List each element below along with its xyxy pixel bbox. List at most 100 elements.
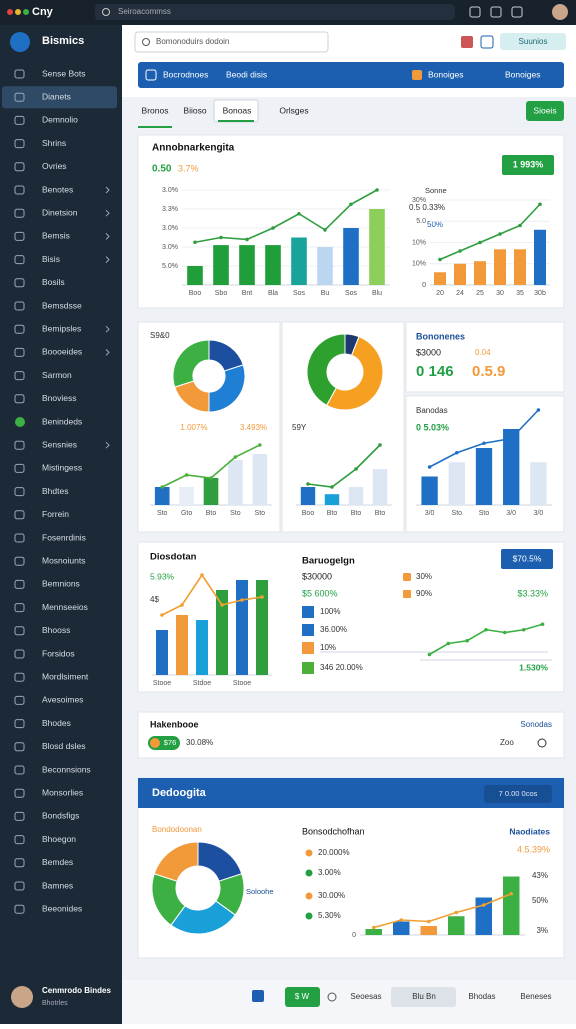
- sidebar-item[interactable]: Benotes: [42, 184, 73, 194]
- sidebar-item[interactable]: Ovries: [42, 161, 67, 171]
- sidebar-item[interactable]: Fosenrdinis: [42, 532, 86, 542]
- icon: [252, 990, 264, 1002]
- sidebar-icon: [14, 255, 25, 265]
- nav-action[interactable]: Bonoiges: [428, 69, 463, 79]
- bar: [343, 228, 359, 285]
- sidebar-item[interactable]: Bnoviess: [42, 393, 77, 403]
- sidebar-item[interactable]: Bhdtes: [42, 486, 68, 496]
- sidebar-item[interactable]: Beconnsions: [42, 764, 91, 774]
- window-dot: [15, 9, 21, 15]
- sidebar-item[interactable]: Bemsdsse: [42, 300, 82, 310]
- bar: [317, 247, 333, 285]
- sidebar-item[interactable]: Mennseeios: [42, 602, 88, 612]
- sidebar-item[interactable]: Avesoimes: [42, 695, 83, 705]
- sidebar-item[interactable]: Blosd dsles: [42, 741, 85, 751]
- button[interactable]: [526, 101, 564, 121]
- sidebar-icon: [14, 742, 25, 752]
- sidebar-item[interactable]: Boooeides: [42, 347, 82, 357]
- sidebar-icon: [14, 858, 25, 868]
- button-text: Sioeis: [533, 105, 556, 115]
- value: $5 600%: [302, 588, 338, 598]
- sidebar-item[interactable]: Bhoegon: [42, 834, 76, 844]
- sidebar-item[interactable]: Forrein: [42, 509, 69, 519]
- stat: 3.493%: [240, 423, 267, 432]
- legend-label: 30%: [416, 572, 432, 581]
- top-icon[interactable]: [490, 6, 502, 18]
- sidebar-item[interactable]: Bisis: [42, 254, 60, 264]
- link[interactable]: Sonodas: [520, 720, 552, 729]
- sidebar-item[interactable]: Bhooss: [42, 625, 70, 635]
- footer-item[interactable]: Bhodas: [468, 992, 495, 1001]
- sidebar-item[interactable]: Demnolio: [42, 115, 78, 125]
- top-icon[interactable]: [469, 6, 481, 18]
- tab[interactable]: Orlsges: [279, 105, 308, 115]
- user-avatar: [11, 986, 33, 1008]
- sidebar-item[interactable]: Bamnes: [42, 880, 73, 890]
- sidebar-item[interactable]: Bondsfigs: [42, 811, 79, 821]
- bar: [372, 469, 388, 505]
- tab[interactable]: Bonoas: [223, 105, 252, 115]
- legend-swatch: [403, 573, 411, 581]
- sidebar-icon: [14, 672, 25, 682]
- tab[interactable]: Bronos: [142, 105, 169, 115]
- sidebar-item[interactable]: Bemipsles: [42, 323, 81, 333]
- search-box[interactable]: [95, 4, 455, 20]
- sidebar-item[interactable]: Mordlsiment: [42, 671, 89, 681]
- sidebar-item[interactable]: Monsorlies: [42, 787, 83, 797]
- bar: [203, 478, 219, 505]
- value: 30.08%: [186, 738, 213, 747]
- sidebar-icon: [14, 162, 25, 172]
- sidebar-item[interactable]: Bemsis: [42, 231, 70, 241]
- sidebar-item[interactable]: Sense Bots: [42, 68, 85, 78]
- sidebar-item[interactable]: Sensnies: [42, 439, 77, 449]
- x-tick-label: 25: [476, 290, 484, 297]
- link[interactable]: Naodiates: [509, 826, 550, 836]
- footer-item[interactable]: Blu Bn: [412, 992, 436, 1001]
- sidebar-item[interactable]: Bemnions: [42, 579, 80, 589]
- sidebar-item[interactable]: Bemdes: [42, 857, 73, 867]
- line: [439, 203, 541, 261]
- sidebar-item[interactable]: Dianets: [42, 91, 71, 101]
- sidebar-item[interactable]: Dinetsion: [42, 207, 78, 217]
- panel-title: Annobnarkengita: [152, 143, 235, 154]
- side-label: 3%: [536, 926, 548, 935]
- sidebar-item[interactable]: Mosnoiunts: [42, 555, 85, 565]
- sidebar-item[interactable]: Shrins: [42, 138, 66, 148]
- footer-item[interactable]: Beneses: [520, 992, 551, 1001]
- line-point: [455, 450, 459, 455]
- chevron: [105, 186, 110, 194]
- user-role: Bhotrles: [42, 1000, 68, 1007]
- line-point: [354, 467, 358, 471]
- top-icon[interactable]: [511, 6, 523, 18]
- sidebar-item[interactable]: Sarmon: [42, 370, 72, 380]
- badge[interactable]: [500, 33, 566, 50]
- nav-bar: [138, 62, 564, 88]
- list-label: 5.30%: [318, 911, 341, 920]
- button[interactable]: [285, 987, 320, 1007]
- y-tick-label: 3.0%: [162, 244, 178, 251]
- big-value: 0 146: [416, 363, 454, 380]
- input[interactable]: [134, 31, 329, 53]
- sidebar-item[interactable]: Bhodes: [42, 718, 71, 728]
- pill-dot: [150, 738, 160, 748]
- breadcrumb[interactable]: Bocrodnoes: [163, 69, 208, 79]
- sidebar-item[interactable]: Mistingess: [42, 463, 82, 473]
- sidebar-item[interactable]: Forsidos: [42, 648, 75, 658]
- sidebar-item[interactable]: Beeonides: [42, 903, 82, 913]
- y-tick-label: 0: [422, 282, 426, 289]
- list-label: 36.00%: [320, 625, 347, 634]
- tab[interactable]: Biioso: [183, 105, 206, 115]
- segment[interactable]: [391, 987, 456, 1007]
- sidebar-item[interactable]: Bosils: [42, 277, 65, 287]
- panel: [137, 541, 565, 693]
- line-point: [498, 232, 502, 236]
- y-tick-label: 0: [352, 932, 356, 939]
- nav-action[interactable]: Bonoiges: [505, 69, 540, 79]
- side-label: 43%: [532, 871, 548, 880]
- line: [194, 189, 378, 244]
- breadcrumb[interactable]: Beodi disis: [226, 69, 267, 79]
- sidebar-item[interactable]: Benindeds: [42, 416, 82, 426]
- footer-item[interactable]: Seoesas: [350, 992, 381, 1001]
- x-tick-label: Bnt: [242, 290, 253, 297]
